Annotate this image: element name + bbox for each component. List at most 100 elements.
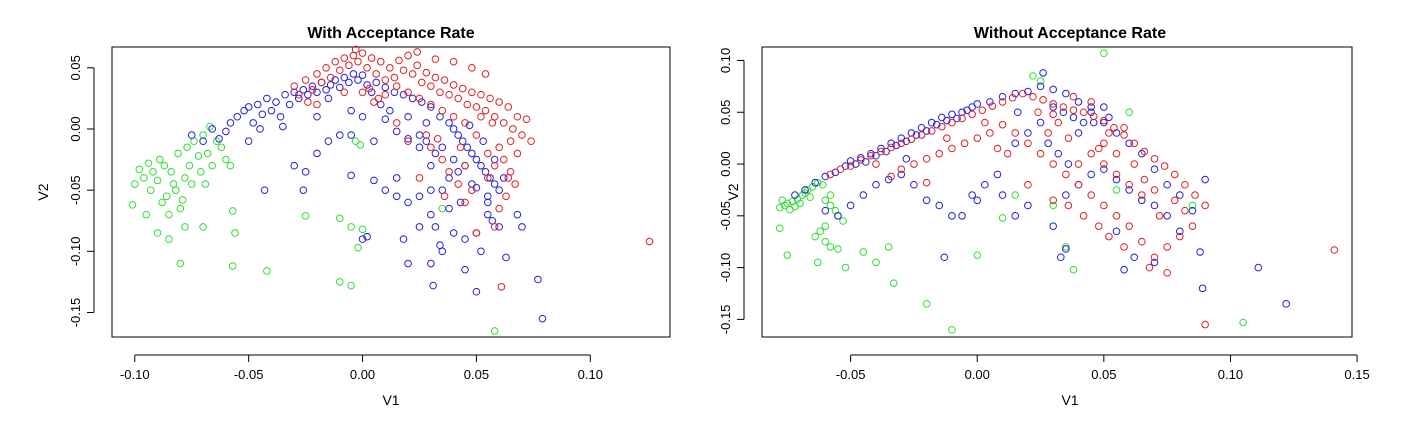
data-point-blue [431, 223, 440, 231]
data-point-blue [958, 212, 966, 220]
x-axis: -0.05 0.00 0.05 0.10 0.15 [836, 354, 1370, 382]
data-point-blue [490, 180, 499, 188]
data-point-blue [301, 168, 310, 176]
data-point-blue [415, 192, 424, 201]
data-point-green [347, 223, 355, 231]
data-point-green [301, 212, 310, 220]
data-point-red [1140, 147, 1149, 156]
data-point-red [1330, 246, 1339, 254]
data-point-green [808, 183, 817, 191]
data-point-green [146, 186, 155, 194]
chart-with-acceptance-rate: With Acceptance Rate -0.10 -0.05 0.00 0.05 0… [35, 25, 671, 408]
data-point-red [1049, 110, 1058, 119]
data-point-green [354, 243, 362, 252]
y-tick-label: -0.10 [718, 253, 733, 283]
data-point-blue [867, 149, 875, 158]
data-point-blue [932, 120, 941, 129]
data-point-blue [1062, 245, 1070, 253]
data-point-blue [859, 191, 868, 199]
data-point-red [1039, 96, 1047, 104]
data-point-blue [422, 137, 431, 146]
data-point-blue [495, 186, 503, 194]
data-point-green [178, 196, 187, 204]
data-point-blue [856, 154, 865, 162]
data-point-blue [404, 112, 412, 121]
x-tick-label: 0.00 [350, 367, 375, 382]
data-point-red [998, 98, 1007, 106]
data-point-blue [438, 186, 447, 194]
data-point-green [176, 259, 185, 268]
data-point-blue [1138, 149, 1146, 158]
data-point-blue [1054, 149, 1063, 158]
data-point-red [468, 88, 476, 97]
data-point-green [181, 174, 189, 182]
data-point-blue [449, 155, 458, 164]
data-point-blue [449, 229, 458, 237]
data-point-blue [381, 83, 390, 92]
data-point-blue [882, 147, 890, 156]
data-point-green [438, 204, 447, 213]
data-point-blue [399, 235, 408, 243]
data-point-red [509, 125, 517, 133]
data-point-red [1064, 201, 1073, 210]
data-point-red [445, 90, 453, 99]
data-point-green [859, 248, 868, 256]
data-point-red [887, 143, 895, 152]
data-point-blue [472, 287, 481, 296]
data-point-green [183, 143, 191, 152]
data-point-red [867, 151, 875, 160]
data-point-blue [1024, 201, 1032, 210]
data-point-red [454, 180, 462, 188]
data-point-blue [872, 180, 880, 189]
data-point-green [222, 155, 230, 164]
data-point-red [518, 131, 526, 139]
data-point-blue [304, 90, 312, 99]
data-point-green [201, 180, 210, 188]
data-point-red [345, 61, 353, 70]
data-point-red [438, 155, 447, 164]
data-point-red [1049, 100, 1058, 108]
data-point-red [1074, 160, 1083, 168]
data-point-green [775, 203, 784, 212]
data-point-red [1112, 149, 1121, 158]
data-point-blue [953, 114, 961, 123]
y-tick-label: -0.10 [68, 237, 83, 267]
data-point-red [927, 127, 936, 135]
data-point-blue [973, 100, 982, 108]
data-point-green [206, 122, 214, 131]
data-point-green [160, 161, 169, 170]
data-point-red [463, 100, 472, 109]
data-point-green [821, 237, 830, 246]
data-point-green [834, 245, 842, 253]
data-point-green [821, 196, 830, 205]
data-point-red [506, 168, 515, 176]
data-point-blue [821, 172, 830, 181]
data-point-red [1170, 170, 1179, 179]
data-point-red [454, 94, 462, 103]
data-point-red [415, 94, 424, 103]
data-point-green [826, 201, 835, 210]
data-point-blue [1150, 258, 1159, 267]
data-point-red [506, 137, 515, 146]
data-point-green [199, 131, 207, 139]
data-point-green [174, 149, 182, 158]
data-point-red [513, 149, 522, 158]
data-point-red [331, 57, 340, 66]
data-point-red [413, 48, 421, 56]
data-point-blue [340, 73, 349, 82]
data-point-red [897, 139, 906, 148]
data-point-red [1120, 243, 1128, 251]
data-point-blue [502, 253, 510, 262]
data-point-blue [345, 78, 353, 87]
y-tick-label: 0.05 [718, 100, 733, 125]
data-point-blue [1011, 139, 1020, 148]
data-point-red [449, 57, 458, 66]
data-point-blue [1201, 175, 1209, 184]
data-point-blue [335, 131, 344, 139]
x-axis-label: V1 [1061, 392, 1078, 408]
data-point-red [1105, 232, 1113, 241]
data-point-red [354, 57, 362, 66]
data-point-red [943, 134, 951, 142]
data-point-blue [390, 88, 399, 97]
data-point-red [836, 165, 845, 174]
